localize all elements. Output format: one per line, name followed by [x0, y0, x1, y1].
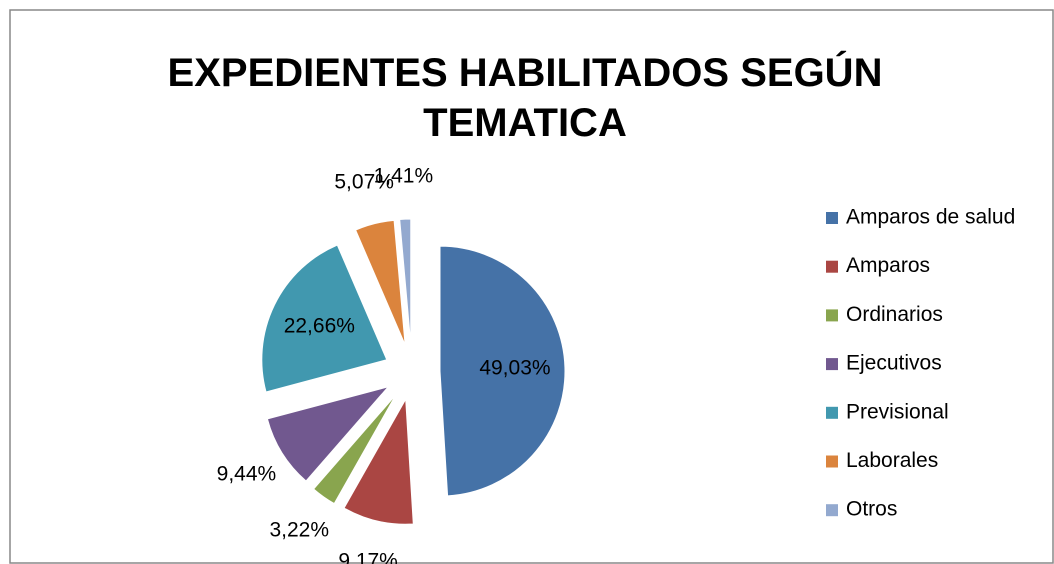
legend-swatch	[826, 309, 838, 322]
legend-swatch	[826, 358, 838, 371]
data-label: 22,66%	[284, 315, 355, 338]
legend-label: Amparos de salud	[846, 206, 1015, 229]
legend-label: Ejecutivos	[846, 352, 942, 375]
legend-label: Laborales	[846, 449, 938, 472]
legend-swatch	[826, 455, 838, 468]
legend-label: Otros	[846, 498, 897, 521]
data-label: 1,41%	[374, 165, 434, 188]
pie-slice	[343, 397, 414, 525]
data-label: 49,03%	[479, 356, 550, 379]
legend-swatch	[826, 260, 838, 273]
data-label: 9,44%	[217, 463, 277, 486]
pie-slice	[266, 385, 390, 482]
legend-swatch	[826, 212, 838, 224]
legend-swatch	[826, 504, 838, 517]
legend-label: Ordinarios	[846, 303, 943, 326]
pie-slice	[399, 218, 412, 345]
legend-label: Amparos	[846, 254, 930, 277]
pie-slice	[261, 244, 388, 393]
legend-swatch	[826, 406, 838, 419]
legend-label: Previsional	[846, 400, 949, 423]
pie-slice	[439, 245, 566, 497]
data-label: 5,07%	[334, 171, 394, 194]
chart-title: EXPEDIENTES HABILITADOS SEGÚN TEMATICA	[168, 49, 883, 145]
data-label: 9,17%	[338, 550, 398, 564]
pie-slice	[312, 394, 397, 505]
pie-slice	[354, 219, 406, 346]
data-label: 3,22%	[269, 519, 329, 542]
